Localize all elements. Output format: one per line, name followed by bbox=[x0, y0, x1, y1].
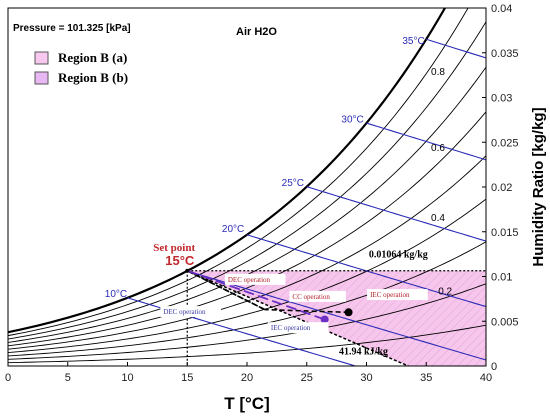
process-label: DEC operation bbox=[163, 308, 206, 316]
y-axis-ticks: 0 0.005 0.01 0.015 0.02 0.025 0.03 0.035 0.04 bbox=[482, 3, 519, 373]
y-tick-label: 0.04 bbox=[491, 3, 512, 15]
y-tick-label: 0.01 bbox=[491, 272, 512, 284]
state-a-marker bbox=[344, 308, 353, 317]
humidity-value-label: 0.01064 kg/kg bbox=[369, 250, 428, 261]
x-axis-title: T [°C] bbox=[224, 394, 270, 413]
process-label: CC operation bbox=[292, 293, 330, 301]
wet-bulb-label: 10°C bbox=[105, 289, 127, 300]
x-tick-label: 15 bbox=[181, 372, 193, 384]
x-tick-label: 10 bbox=[121, 372, 133, 384]
legend-swatch-a bbox=[34, 51, 49, 65]
process-label-box bbox=[267, 322, 329, 334]
wet-bulb-label: 25°C bbox=[282, 178, 304, 189]
process-label-box bbox=[289, 290, 346, 302]
y-tick-label: 0.015 bbox=[491, 227, 519, 239]
x-tick-label: 5 bbox=[65, 372, 71, 384]
x-tick-label: 0 bbox=[5, 372, 11, 384]
process-path-4 bbox=[186, 270, 325, 321]
y-tick-label: 0.02 bbox=[491, 182, 512, 194]
legend-swatch-b bbox=[34, 71, 49, 85]
x-tick-label: 30 bbox=[360, 372, 372, 384]
wet-bulb-lines bbox=[127, 38, 486, 366]
y-tick-label: 0.035 bbox=[491, 48, 519, 60]
rh-label: 0.2 bbox=[438, 286, 452, 297]
y-tick-label: 0.03 bbox=[491, 93, 512, 105]
y-axis-title: Humidity Ratio [kg/kg] bbox=[530, 107, 547, 266]
rh-label: 0.8 bbox=[431, 67, 445, 78]
set-point-label: Set point bbox=[153, 242, 195, 254]
y-tick-label: 0 bbox=[491, 361, 497, 373]
chart-annotations: 0.8 0.6 0.4 0.2 10°C 20°C 25°C 30°C 35°C Set poin… bbox=[105, 36, 453, 358]
wet-bulb-line-30 bbox=[366, 122, 486, 161]
set-point-marker bbox=[185, 268, 190, 273]
relative-humidity-curves bbox=[8, 8, 486, 364]
legend-label-a: Region B (a) bbox=[58, 50, 127, 65]
state-b-marker bbox=[320, 315, 329, 324]
x-axis-ticks: 0 5 10 15 20 25 30 35 40 bbox=[5, 362, 492, 384]
wet-bulb-label: 20°C bbox=[222, 224, 244, 235]
process-label-box bbox=[367, 289, 428, 301]
process-label: IEC operation bbox=[271, 324, 311, 332]
process-paths bbox=[186, 270, 349, 321]
fluid-label: Air H2O bbox=[236, 26, 277, 38]
rh-curve-0.9 bbox=[8, 8, 469, 337]
legend-label-b: Region B (b) bbox=[58, 70, 128, 85]
y-tick-label: 0.005 bbox=[491, 316, 519, 328]
pressure-label: Pressure = 101.325 [kPa] bbox=[13, 23, 131, 34]
rh-curve-0.4 bbox=[8, 198, 486, 353]
enthalpy-value-label: 41.94 kJ/kg bbox=[339, 346, 388, 357]
x-tick-label: 20 bbox=[241, 372, 253, 384]
set-point-value: 15°C bbox=[165, 253, 195, 268]
wet-bulb-line-25 bbox=[306, 186, 486, 242]
wet-bulb-line-15 bbox=[187, 270, 486, 361]
rh-curve-0.2 bbox=[8, 283, 486, 360]
enthalpy-line bbox=[186, 270, 409, 366]
wet-bulb-line-35 bbox=[426, 38, 486, 59]
legend: Region B (a) Region B (b) bbox=[34, 50, 128, 85]
process-label-box bbox=[224, 273, 286, 285]
wet-bulb-label: 30°C bbox=[341, 115, 363, 126]
process-label: IEC operation bbox=[370, 291, 410, 299]
rh-label: 0.4 bbox=[431, 213, 445, 224]
rh-curve-0.8 bbox=[8, 21, 486, 340]
wet-bulb-line-20 bbox=[246, 234, 486, 308]
rh-curve-0.1 bbox=[8, 324, 486, 364]
x-tick-label: 25 bbox=[301, 372, 313, 384]
process-label-box bbox=[160, 306, 221, 318]
wet-bulb-label: 35°C bbox=[402, 36, 424, 47]
x-tick-label: 35 bbox=[420, 372, 432, 384]
rh-curve-0.6 bbox=[8, 111, 486, 347]
x-tick-label: 40 bbox=[480, 372, 492, 384]
rh-label: 0.6 bbox=[431, 143, 445, 154]
state-points bbox=[185, 268, 353, 324]
rh-curve-0.3 bbox=[8, 241, 486, 357]
process-path-2 bbox=[186, 270, 266, 311]
y-tick-label: 0.025 bbox=[491, 137, 519, 149]
process-label: DEC operation bbox=[228, 276, 271, 284]
process-path-1 bbox=[264, 308, 349, 314]
